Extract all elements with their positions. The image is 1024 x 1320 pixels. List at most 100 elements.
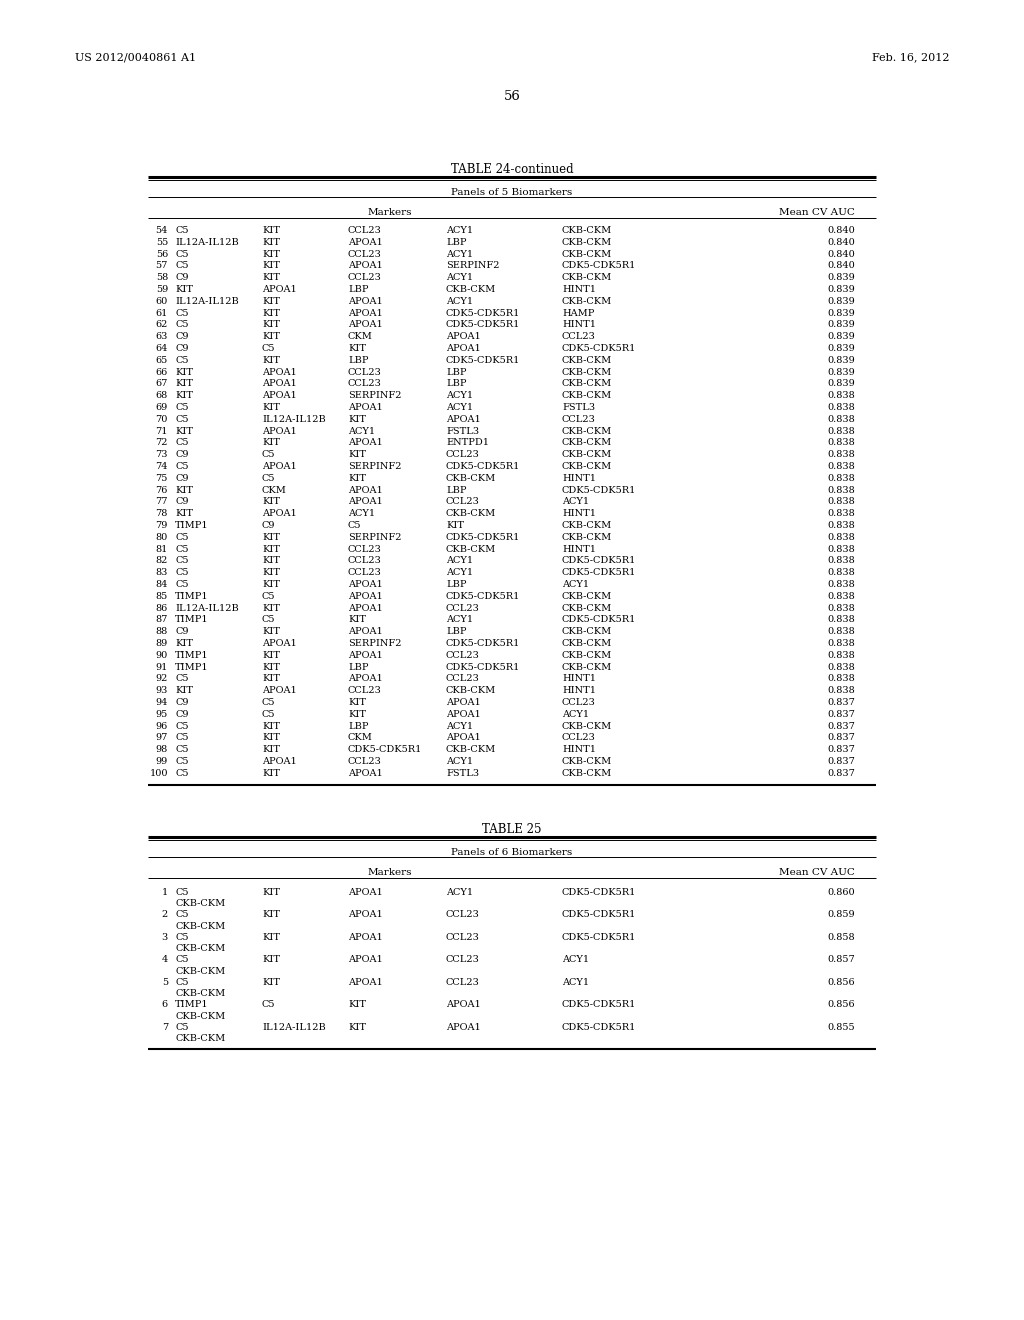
Text: 81: 81	[156, 545, 168, 553]
Text: 0.838: 0.838	[827, 603, 855, 612]
Text: KIT: KIT	[262, 746, 280, 754]
Text: CKB-CKM: CKB-CKM	[562, 462, 612, 471]
Text: KIT: KIT	[262, 309, 280, 318]
Text: 80: 80	[156, 533, 168, 541]
Text: TIMP1: TIMP1	[175, 1001, 209, 1008]
Text: C5: C5	[175, 462, 188, 471]
Text: CCL23: CCL23	[348, 226, 382, 235]
Text: KIT: KIT	[446, 521, 464, 531]
Text: 0.838: 0.838	[827, 462, 855, 471]
Text: C5: C5	[175, 887, 188, 896]
Text: LBP: LBP	[348, 356, 369, 364]
Text: 0.839: 0.839	[827, 356, 855, 364]
Text: 0.837: 0.837	[827, 768, 855, 777]
Text: 76: 76	[156, 486, 168, 495]
Text: ACY1: ACY1	[562, 710, 589, 719]
Text: ACY1: ACY1	[348, 510, 375, 519]
Text: 75: 75	[156, 474, 168, 483]
Text: 87: 87	[156, 615, 168, 624]
Text: 0.837: 0.837	[827, 710, 855, 719]
Text: ACY1: ACY1	[446, 557, 473, 565]
Text: SERPINF2: SERPINF2	[348, 462, 401, 471]
Text: APOA1: APOA1	[348, 675, 383, 684]
Text: KIT: KIT	[262, 356, 280, 364]
Text: TIMP1: TIMP1	[175, 615, 209, 624]
Text: KIT: KIT	[262, 333, 280, 341]
Text: CKB-CKM: CKB-CKM	[562, 651, 612, 660]
Text: 0.839: 0.839	[827, 321, 855, 330]
Text: HINT1: HINT1	[562, 510, 596, 519]
Text: IL12A-IL12B: IL12A-IL12B	[175, 238, 239, 247]
Text: 0.838: 0.838	[827, 486, 855, 495]
Text: 89: 89	[156, 639, 168, 648]
Text: APOA1: APOA1	[446, 1001, 480, 1008]
Text: CKB-CKM: CKB-CKM	[562, 297, 612, 306]
Text: 59: 59	[156, 285, 168, 294]
Text: 0.838: 0.838	[827, 403, 855, 412]
Text: ACY1: ACY1	[562, 956, 589, 964]
Text: C5: C5	[175, 746, 188, 754]
Text: ACY1: ACY1	[446, 722, 473, 730]
Text: 95: 95	[156, 710, 168, 719]
Text: 78: 78	[156, 510, 168, 519]
Text: CDK5-CDK5R1: CDK5-CDK5R1	[446, 462, 520, 471]
Text: KIT: KIT	[175, 510, 193, 519]
Text: APOA1: APOA1	[348, 321, 383, 330]
Text: 56: 56	[156, 249, 168, 259]
Text: 97: 97	[156, 734, 168, 742]
Text: TABLE 25: TABLE 25	[482, 822, 542, 836]
Text: KIT: KIT	[262, 249, 280, 259]
Text: FSTL3: FSTL3	[446, 426, 479, 436]
Text: HINT1: HINT1	[562, 474, 596, 483]
Text: CKB-CKM: CKB-CKM	[562, 663, 612, 672]
Text: CCL23: CCL23	[562, 734, 596, 742]
Text: 0.840: 0.840	[827, 238, 855, 247]
Text: APOA1: APOA1	[348, 627, 383, 636]
Text: KIT: KIT	[262, 545, 280, 553]
Text: C5: C5	[175, 978, 188, 986]
Text: APOA1: APOA1	[348, 261, 383, 271]
Text: 0.839: 0.839	[827, 345, 855, 352]
Text: CDK5-CDK5R1: CDK5-CDK5R1	[562, 909, 636, 919]
Text: SERPINF2: SERPINF2	[348, 533, 401, 541]
Text: 0.838: 0.838	[827, 557, 855, 565]
Text: APOA1: APOA1	[348, 603, 383, 612]
Text: 64: 64	[156, 345, 168, 352]
Text: Feb. 16, 2012: Feb. 16, 2012	[872, 51, 950, 62]
Text: 74: 74	[156, 462, 168, 471]
Text: C5: C5	[262, 591, 275, 601]
Text: 55: 55	[156, 238, 168, 247]
Text: CCL23: CCL23	[446, 978, 480, 986]
Text: 73: 73	[156, 450, 168, 459]
Text: HINT1: HINT1	[562, 746, 596, 754]
Text: KIT: KIT	[262, 675, 280, 684]
Text: KIT: KIT	[262, 909, 280, 919]
Text: ACY1: ACY1	[446, 249, 473, 259]
Text: APOA1: APOA1	[262, 426, 297, 436]
Text: CCL23: CCL23	[446, 651, 480, 660]
Text: APOA1: APOA1	[348, 309, 383, 318]
Text: 0.838: 0.838	[827, 414, 855, 424]
Text: C5: C5	[175, 557, 188, 565]
Text: 0.839: 0.839	[827, 273, 855, 282]
Text: CKB-CKM: CKB-CKM	[562, 768, 612, 777]
Text: APOA1: APOA1	[348, 956, 383, 964]
Text: LBP: LBP	[446, 379, 467, 388]
Text: 69: 69	[156, 403, 168, 412]
Text: CKB-CKM: CKB-CKM	[446, 285, 497, 294]
Text: 0.837: 0.837	[827, 698, 855, 708]
Text: KIT: KIT	[348, 345, 366, 352]
Text: CDK5-CDK5R1: CDK5-CDK5R1	[562, 345, 636, 352]
Text: TIMP1: TIMP1	[175, 521, 209, 531]
Text: 0.838: 0.838	[827, 568, 855, 577]
Text: CDK5-CDK5R1: CDK5-CDK5R1	[562, 486, 636, 495]
Text: KIT: KIT	[348, 710, 366, 719]
Text: LBP: LBP	[348, 663, 369, 672]
Text: CKB-CKM: CKB-CKM	[562, 226, 612, 235]
Text: CKB-CKM: CKB-CKM	[562, 591, 612, 601]
Text: CCL23: CCL23	[348, 249, 382, 259]
Text: CKB-CKM: CKB-CKM	[175, 944, 225, 953]
Text: CCL23: CCL23	[562, 698, 596, 708]
Text: ACY1: ACY1	[562, 579, 589, 589]
Text: CKB-CKM: CKB-CKM	[562, 426, 612, 436]
